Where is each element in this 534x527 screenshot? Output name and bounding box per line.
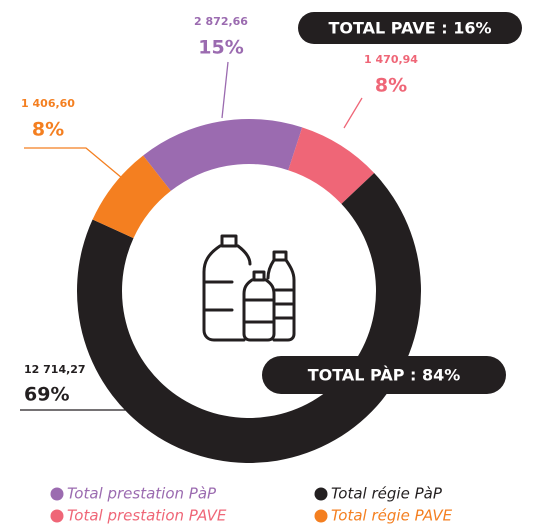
legend-label: Total prestation PAVE: [67, 507, 227, 525]
legend-swatch: [314, 487, 328, 501]
annotation: TOTAL PAVE : 16%: [328, 19, 491, 38]
legend-label: Total prestation PàP: [67, 485, 217, 503]
leader-line: [24, 147, 123, 179]
legend-label: Total régie PAVE: [331, 507, 453, 525]
value-label: 12 714,27: [24, 363, 86, 376]
value-label: 2 872,66: [194, 15, 248, 28]
annotation-box: [298, 12, 522, 44]
legend-swatch: [50, 509, 64, 523]
donut-segment: [92, 155, 171, 239]
annotation-box: [262, 356, 506, 394]
annotation: TOTAL PÀP : 84%: [308, 366, 461, 385]
value-label: 1 470,94: [364, 53, 418, 66]
share-label: 69%: [24, 384, 69, 406]
legend-swatch: [50, 487, 64, 501]
donut-segment: [143, 118, 303, 191]
leader-line: [343, 97, 363, 129]
donut: [76, 118, 421, 463]
value-label: 1 406,60: [21, 97, 75, 110]
legend-label: Total régie PàP: [331, 485, 443, 503]
bottles-icon: [202, 234, 296, 342]
share-label: 15%: [198, 37, 243, 59]
share-label: 8%: [32, 119, 64, 141]
share-label: 8%: [375, 75, 407, 97]
legend-swatch: [314, 509, 328, 523]
donut-segment: [288, 127, 375, 204]
leader-line: [221, 61, 229, 119]
